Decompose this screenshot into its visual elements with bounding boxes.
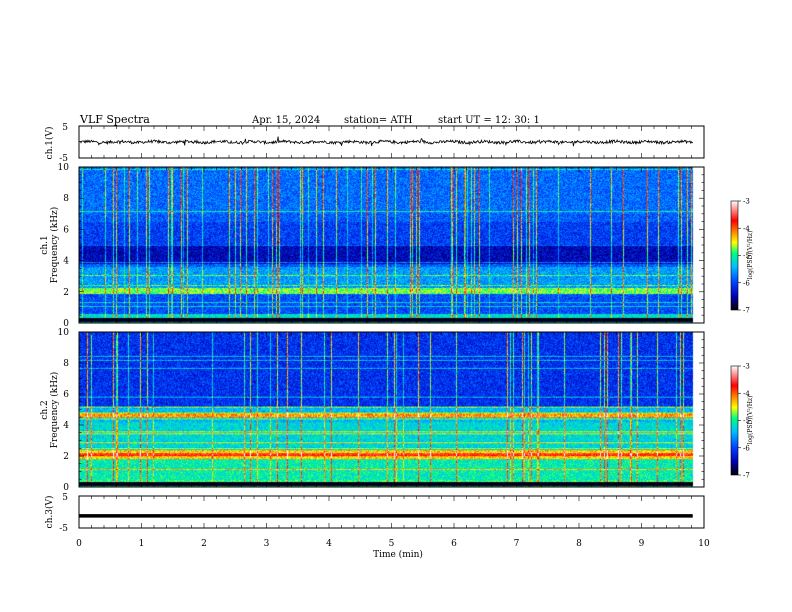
x-tick-label: 9 bbox=[639, 539, 645, 549]
colorbar-tick-label: -5 bbox=[743, 417, 750, 425]
ch3-ylabel: ch.3(V) bbox=[44, 496, 55, 529]
ch1-waveform-panel: 5 -5 ch.1(V) bbox=[44, 123, 705, 164]
ch1-spec-ylabel-channel: ch.1 bbox=[40, 235, 50, 254]
x-tick-label: 3 bbox=[264, 539, 270, 549]
ch1-spectrogram-image bbox=[79, 167, 704, 323]
ch1-spec-ylabel-frequency: Frequency (kHz) bbox=[49, 207, 60, 284]
colorbar-tick-label: -6 bbox=[743, 444, 750, 452]
ch2-spectrogram-image bbox=[79, 332, 704, 487]
freq-tick-label: 2 bbox=[63, 288, 69, 298]
freq-tick-label: 4 bbox=[63, 257, 69, 267]
figure-title: VLF Spectra bbox=[79, 113, 150, 126]
ch2-colorbar-label: log(PSD)(V²/Hz) bbox=[747, 396, 754, 445]
colorbar-tick-label: -4 bbox=[743, 225, 750, 233]
x-tick-label: 8 bbox=[576, 539, 582, 549]
ch1-ylabel: ch.1(V) bbox=[44, 127, 55, 160]
x-tick-label: 0 bbox=[76, 539, 82, 549]
freq-tick-label: 2 bbox=[63, 452, 69, 462]
x-tick-label: 7 bbox=[514, 539, 520, 549]
colorbar-tick-label: -4 bbox=[743, 390, 750, 398]
freq-tick-label: 8 bbox=[63, 194, 69, 204]
freq-tick-label: 6 bbox=[63, 390, 69, 400]
x-tick-label: 5 bbox=[389, 539, 395, 549]
colorbar-tick-label: -7 bbox=[743, 307, 750, 315]
colorbar-tick-label: -3 bbox=[743, 198, 750, 206]
x-tick-label: 1 bbox=[139, 539, 145, 549]
ch3-ytick-bottom: -5 bbox=[59, 524, 68, 534]
start-time-label: start UT = 12: 30: 1 bbox=[438, 115, 540, 126]
ch3-waveform-panel: 5 -5 ch.3(V) bbox=[44, 493, 705, 534]
freq-tick-label: 8 bbox=[63, 359, 69, 369]
ch2-spec-ylabel-channel: ch.2 bbox=[40, 400, 50, 419]
colorbar-tick-label: -5 bbox=[743, 252, 750, 260]
x-axis-label: Time (min) bbox=[373, 549, 423, 560]
freq-tick-label: 0 bbox=[63, 483, 69, 493]
ch1-colorbar: -3 -4 -5 -6 -7 log(PSD)(V²/Hz) bbox=[730, 198, 754, 315]
x-tick-label: 10 bbox=[698, 539, 710, 549]
freq-tick-label: 0 bbox=[63, 319, 69, 329]
x-tick-label: 2 bbox=[201, 539, 207, 549]
x-tick-label: 6 bbox=[451, 539, 457, 549]
ch1-colorbar-label: log(PSD)(V²/Hz) bbox=[747, 231, 754, 280]
x-tick-label: 4 bbox=[326, 539, 332, 549]
date-label: Apr. 15, 2024 bbox=[251, 115, 320, 126]
freq-tick-label: 10 bbox=[58, 163, 70, 173]
ch3-ytick-top: 5 bbox=[62, 493, 68, 503]
ch2-spectrogram-panel: 0 2 4 6 8 10 ch.2 Frequency (kHz) bbox=[40, 328, 705, 493]
ch2-colorbar: -3 -4 -5 -6 -7 log(PSD)(V²/Hz) bbox=[730, 363, 754, 480]
station-label: station= ATH bbox=[344, 115, 413, 126]
freq-tick-label: 6 bbox=[63, 225, 69, 235]
freq-tick-label: 10 bbox=[58, 328, 70, 338]
ch2-spec-ylabel-frequency: Frequency (kHz) bbox=[49, 372, 60, 449]
freq-tick-label: 4 bbox=[63, 421, 69, 431]
ch1-ytick-bottom: -5 bbox=[59, 154, 68, 164]
ch1-ytick-top: 5 bbox=[62, 123, 68, 133]
colorbar-tick-label: -3 bbox=[743, 363, 750, 371]
ch1-spectrogram-panel: 0 2 4 6 8 10 ch.1 Frequency (kHz) bbox=[40, 163, 705, 329]
colorbar-tick-label: -6 bbox=[743, 279, 750, 287]
colorbar-tick-label: -7 bbox=[743, 472, 750, 480]
ch1-waveform-line bbox=[79, 136, 694, 147]
